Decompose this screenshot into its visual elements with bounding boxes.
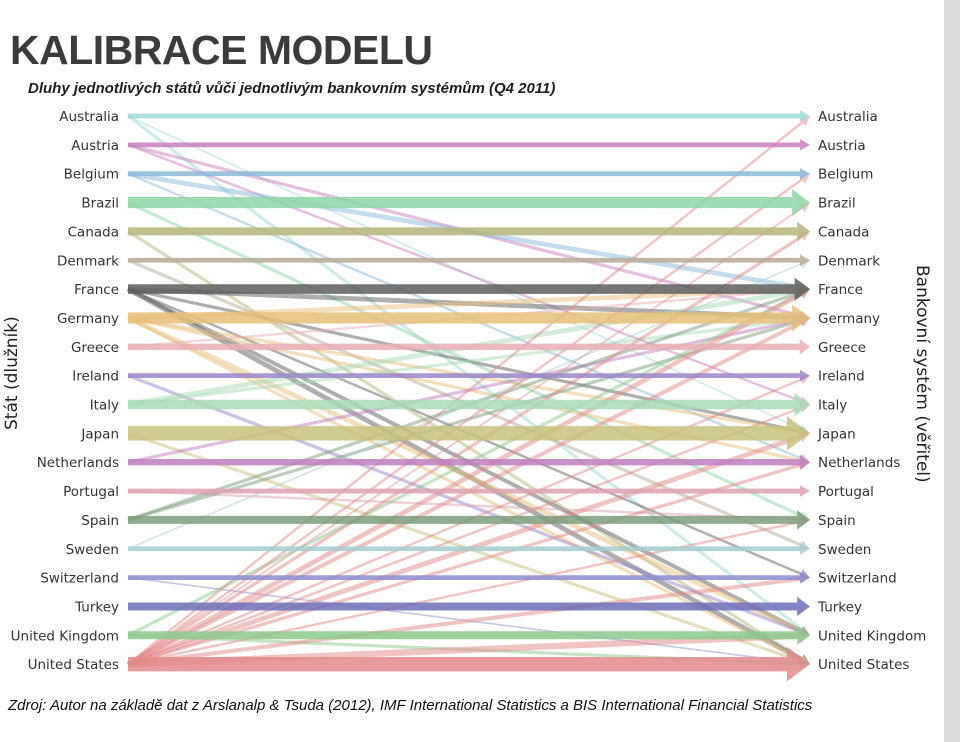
debtor-label-netherlands: Netherlands [37, 455, 119, 471]
flow-france-to-france [128, 277, 810, 301]
debtor-label-portugal: Portugal [63, 484, 119, 500]
debtor-label-germany: Germany [57, 311, 119, 327]
left-axis-label: Stát (dlužník) [2, 316, 22, 430]
creditor-label-belgium: Belgium [818, 167, 873, 183]
flow-japan-to-japan [128, 416, 810, 451]
debtor-label-brazil: Brazil [81, 196, 119, 212]
flow-sweden-to-sweden [128, 542, 810, 555]
debtor-label-greece: Greece [71, 340, 119, 356]
debtor-label-canada: Canada [68, 224, 119, 240]
debtor-label-spain: Spain [81, 513, 119, 529]
debtor-label-belgium: Belgium [64, 167, 119, 183]
debtor-labels: Australia Austria Belgium Brazil Canada Denma… [11, 109, 120, 673]
creditor-label-netherlands: Netherlands [818, 455, 900, 471]
flow-canada-to-canada [128, 221, 810, 241]
flow-spain-to-spain [128, 510, 810, 530]
flow-ireland-to-ireland [128, 369, 810, 382]
flow-netherlands-to-netherlands [128, 454, 810, 470]
flow-brazil-to-brazil [128, 189, 810, 216]
creditor-label-germany: Germany [818, 311, 880, 327]
debtor-label-sweden: Sweden [66, 542, 119, 558]
right-axis-label: Bankovní systém (věřitel) [912, 265, 932, 483]
creditor-label-italy: Italy [818, 398, 847, 414]
debtor-label-france: France [74, 282, 119, 298]
flow-united-states-to-united-states [128, 646, 810, 682]
creditor-label-ireland: Ireland [818, 369, 865, 385]
flow-belgium-to-belgium [128, 167, 810, 180]
debtor-label-denmark: Denmark [57, 253, 119, 269]
creditor-label-japan: Japan [817, 426, 856, 442]
creditor-label-portugal: Portugal [818, 484, 874, 500]
flow-italy-to-italy [128, 392, 810, 417]
creditor-label-sweden: Sweden [818, 542, 871, 558]
creditor-label-canada: Canada [818, 224, 869, 240]
page-title: KALIBRACE MODELU [10, 27, 433, 73]
creditor-label-brazil: Brazil [818, 196, 856, 212]
debtor-label-switzerland: Switzerland [40, 571, 119, 587]
right-edge-bar [944, 0, 960, 742]
creditor-label-switzerland: Switzerland [818, 571, 897, 587]
flow-australia-to-australia [128, 110, 810, 122]
debtor-label-ireland: Ireland [72, 369, 119, 385]
debtor-label-austria: Austria [71, 138, 119, 154]
debtor-label-turkey: Turkey [74, 599, 119, 615]
creditor-label-france: France [818, 282, 863, 298]
creditor-label-greece: Greece [818, 340, 866, 356]
flow-germany-to-germany [128, 304, 810, 332]
creditor-labels: Australia Austria Belgium Brazil Canada Denma… [817, 109, 926, 673]
debtor-label-united-states: United States [28, 657, 119, 673]
creditor-label-united-states: United States [818, 657, 909, 673]
creditor-label-australia: Australia [818, 109, 878, 125]
flow-austria-to-austria [128, 139, 810, 151]
self-flows-layer [128, 110, 810, 682]
flow-turkey-to-turkey [128, 596, 810, 617]
page-subtitle: Dluhy jednotlivých států vůči jednotlivý… [28, 80, 556, 97]
flow-united-kingdom-to-united-kingdom [128, 625, 810, 645]
creditor-label-spain: Spain [818, 513, 856, 529]
source-note: Zdroj: Autor na základě dat z Arslanalp … [8, 697, 813, 714]
flow-denmark-to-denmark [128, 254, 810, 267]
flow-switzerland-to-switzerland [128, 571, 810, 584]
debtor-label-united-kingdom: United Kingdom [11, 628, 119, 644]
creditor-label-austria: Austria [818, 138, 866, 154]
flow-portugal-to-portugal [128, 485, 810, 497]
flow-greece-to-greece [128, 339, 810, 355]
creditor-label-turkey: Turkey [817, 599, 862, 615]
debtor-label-australia: Australia [59, 109, 119, 125]
creditor-label-denmark: Denmark [818, 253, 880, 269]
debtor-label-italy: Italy [90, 398, 119, 414]
creditor-label-united-kingdom: United Kingdom [818, 628, 926, 644]
debtor-label-japan: Japan [80, 426, 119, 442]
